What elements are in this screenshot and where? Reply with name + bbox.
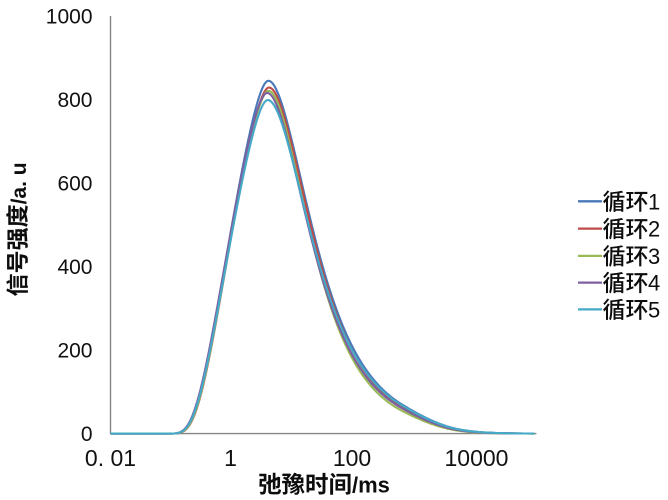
svg-text:4: 4 [648,271,660,296]
svg-text:100: 100 [333,445,371,471]
svg-text:10000: 10000 [445,445,509,471]
svg-text:2: 2 [648,217,660,242]
svg-text:800: 800 [57,89,92,112]
svg-text:0: 0 [81,423,93,446]
svg-text:3: 3 [648,244,660,269]
svg-text:0. 01: 0. 01 [85,445,136,471]
svg-text:1: 1 [648,189,660,214]
svg-text:400: 400 [57,256,92,279]
svg-text:1: 1 [224,445,237,471]
svg-text:/ms: /ms [352,473,390,498]
svg-text:600: 600 [57,173,92,196]
svg-text:/a. u: /a. u [8,162,31,204]
svg-text:1000: 1000 [46,5,93,28]
svg-text:5: 5 [648,297,660,322]
svg-text:200: 200 [57,340,92,363]
